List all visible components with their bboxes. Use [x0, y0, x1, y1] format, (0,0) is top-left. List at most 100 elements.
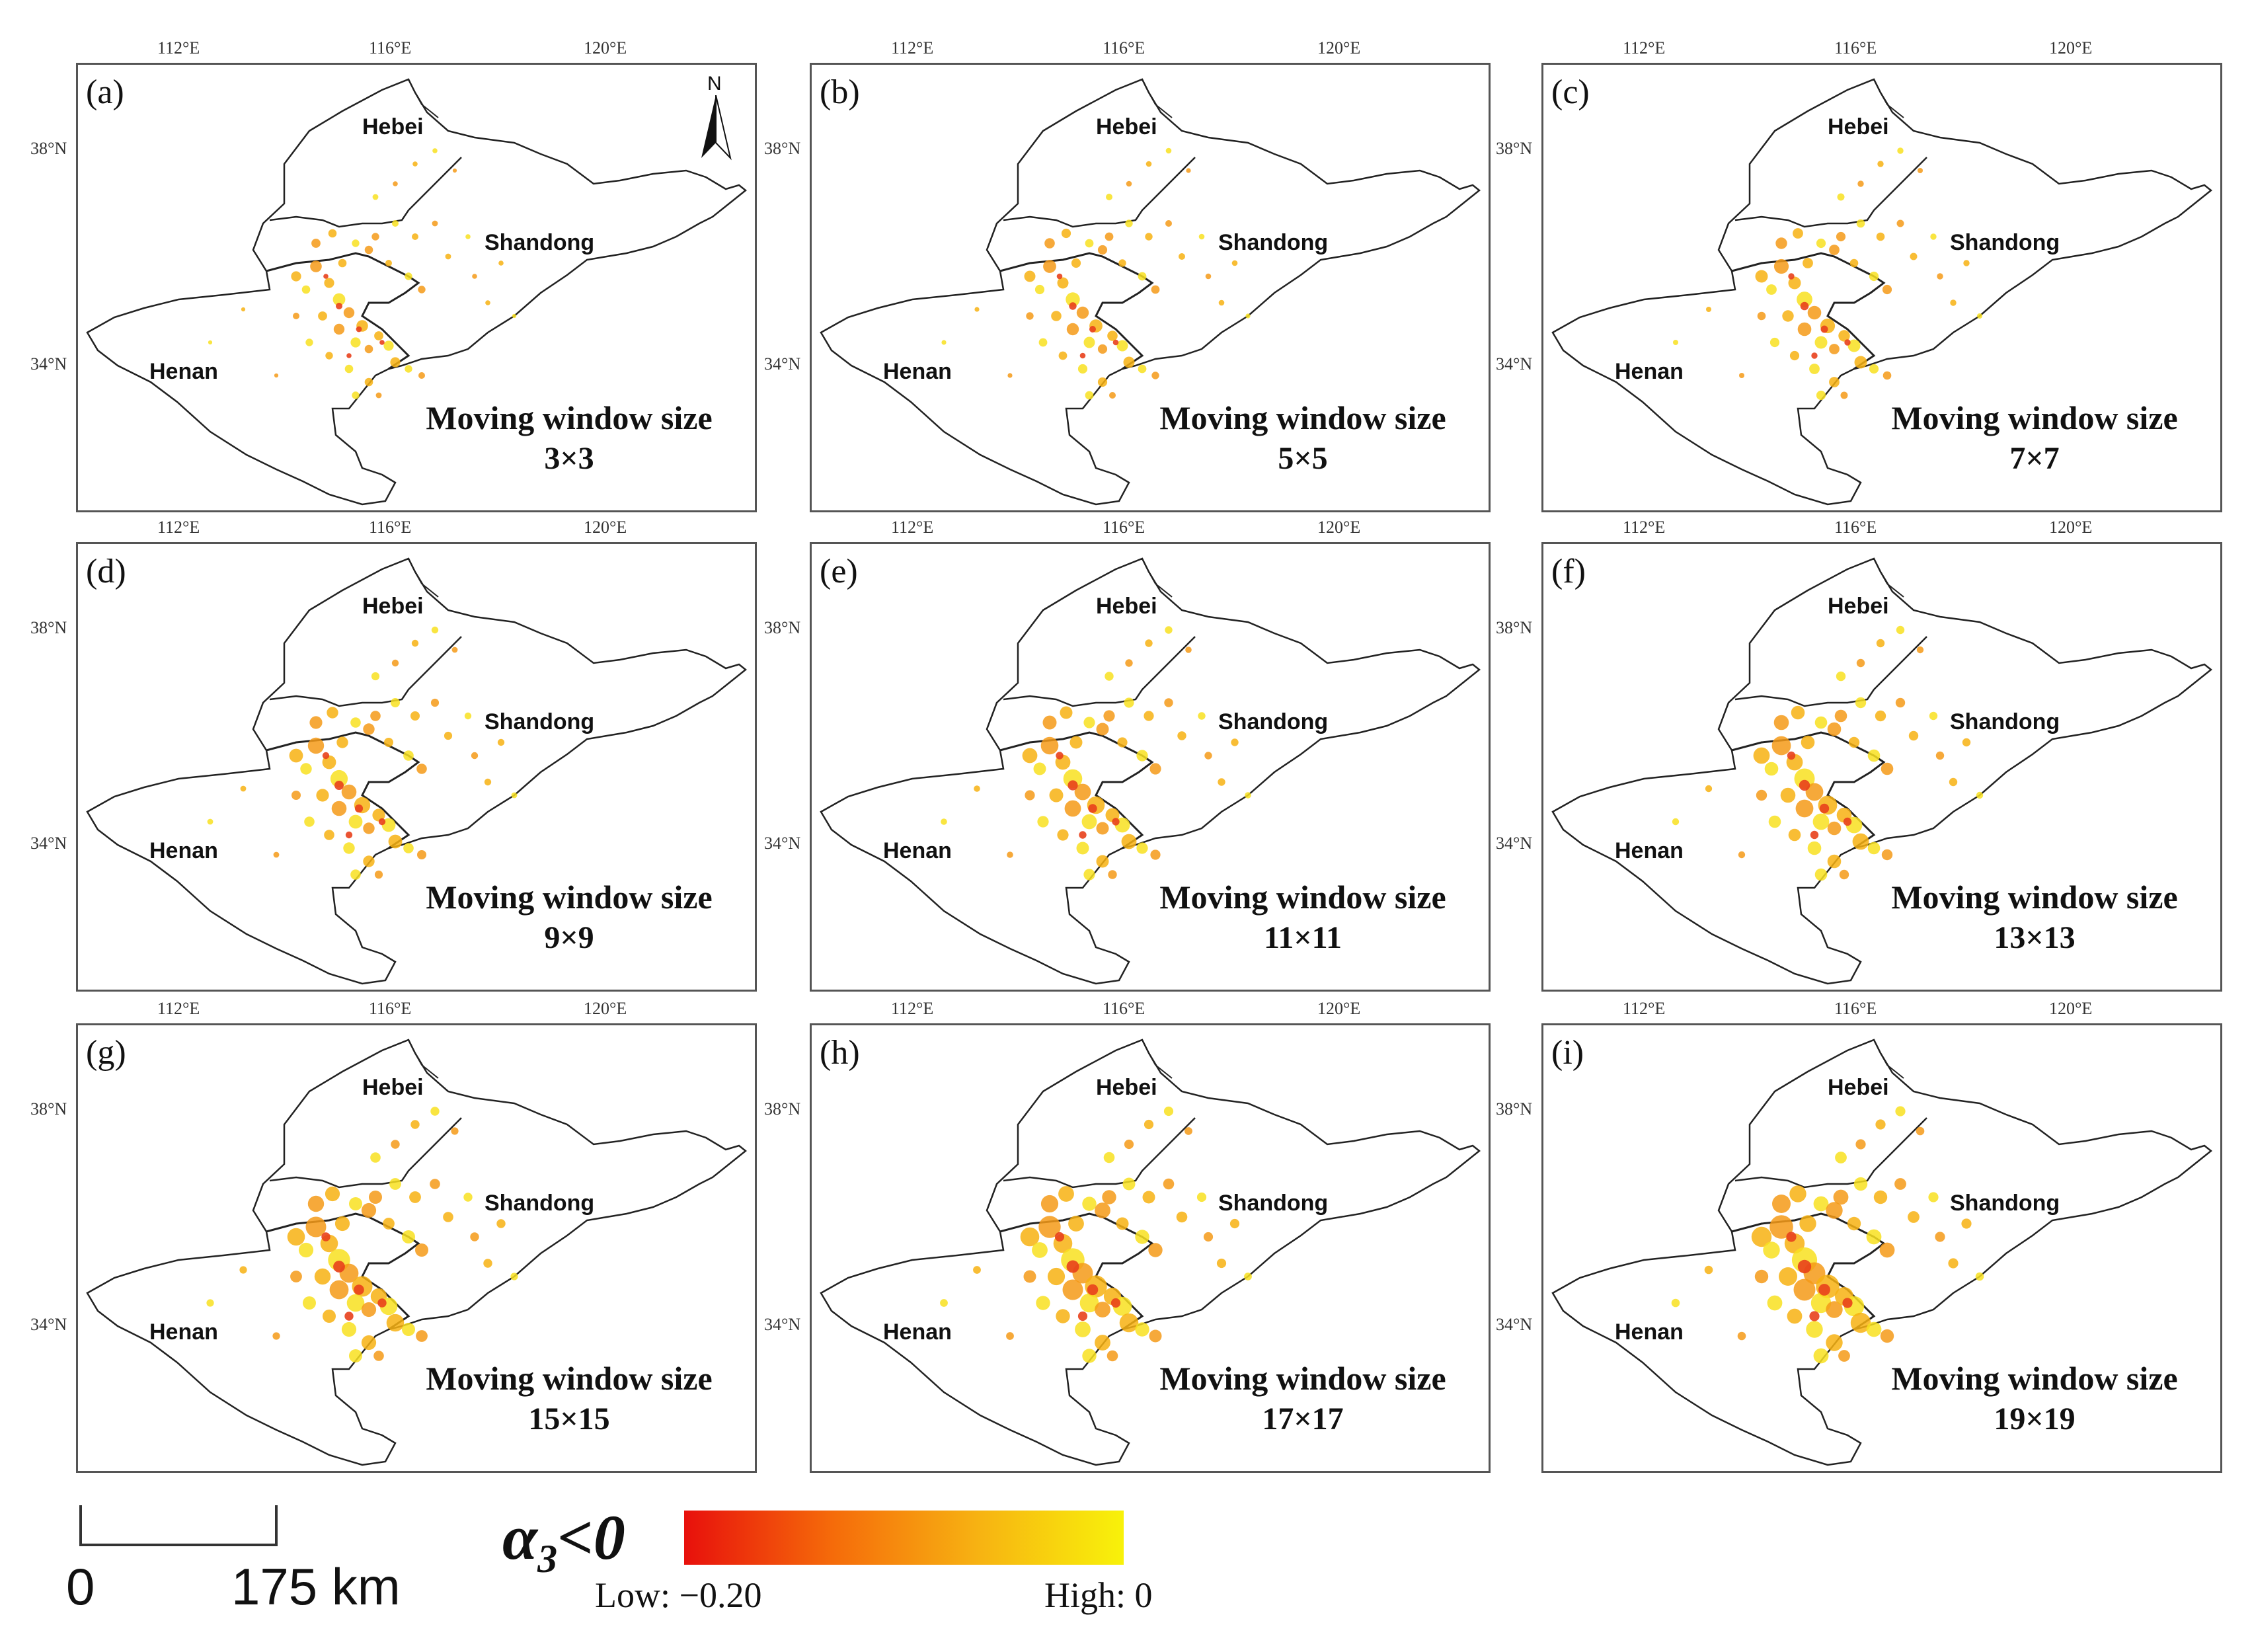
raster-spot — [496, 1219, 506, 1228]
lon-tick-120: 120°E — [584, 999, 627, 1018]
raster-spot — [1807, 305, 1822, 320]
raster-spot — [1218, 778, 1225, 786]
raster-spot — [1772, 1195, 1791, 1213]
raster-spot — [324, 278, 334, 288]
raster-spot — [1753, 747, 1770, 764]
window-size-value: 3×3 — [544, 441, 594, 476]
raster-spot — [1135, 1230, 1149, 1244]
study-area-map — [820, 1039, 1481, 1466]
raster-spot — [375, 392, 382, 399]
raster-spot — [1179, 253, 1185, 260]
raster-spot — [1097, 344, 1108, 354]
raster-spot — [334, 1216, 350, 1232]
raster-spot — [1852, 833, 1869, 850]
legend-high-label: High: 0 — [1044, 1575, 1153, 1615]
raster-spot — [1095, 1335, 1110, 1351]
study-area-map — [1551, 1039, 2213, 1466]
raster-spot — [328, 229, 337, 238]
raster-spot — [1705, 785, 1713, 793]
raster-spot — [1066, 292, 1080, 307]
panel-label: (d) — [86, 553, 126, 590]
province-boundary-hebei-north — [1142, 79, 1173, 118]
raster-spot — [298, 1242, 314, 1258]
raster-spot-low — [1066, 1260, 1079, 1273]
raster-spot — [1040, 736, 1059, 755]
map-panel-d: (d) Hebei Shandong Henan Moving window s… — [30, 518, 757, 992]
lat-tick-34: 34°N — [30, 354, 67, 374]
raster-spot — [1149, 1329, 1162, 1343]
raster-spot-low — [378, 818, 386, 826]
study-area-map — [1551, 78, 2213, 506]
province-label-hebei: Hebei — [1096, 1075, 1157, 1100]
raster-spot — [274, 373, 279, 378]
raster-spot — [1867, 749, 1881, 762]
raster-spot — [1829, 377, 1840, 387]
raster-spot — [1773, 715, 1789, 730]
raster-spot — [412, 233, 418, 240]
raster-spot — [325, 1186, 340, 1202]
raster-spot — [1867, 842, 1881, 855]
province-boundary-hebei-north — [1142, 1039, 1173, 1079]
raster-spot — [338, 258, 347, 268]
window-size-value: 5×5 — [1278, 441, 1328, 476]
raster-spot — [272, 1332, 280, 1340]
raster-spot — [485, 300, 490, 305]
raster-spot-low — [1068, 780, 1078, 791]
raster-spot — [293, 313, 299, 319]
raster-spot — [1116, 340, 1128, 352]
raster-spot — [430, 698, 440, 707]
raster-spot — [1231, 738, 1239, 746]
province-label-hebei: Hebei — [362, 594, 424, 619]
raster-spot — [386, 1314, 405, 1332]
province-boundary-hebei-north — [408, 558, 439, 598]
lon-tick-112: 112°E — [891, 999, 934, 1018]
raster-spot — [343, 307, 355, 319]
raster-spot — [465, 234, 471, 239]
raster-spot-low — [1788, 273, 1795, 280]
raster-spot — [383, 340, 394, 351]
raster-spot — [1789, 1185, 1806, 1202]
color-legend: α3<0 Low: −0.20 High: 0 — [502, 1501, 1203, 1639]
province-label-henan: Henan — [1615, 1319, 1684, 1345]
raster-spot-low — [377, 1298, 387, 1308]
raster-spot — [510, 1273, 518, 1280]
raster-spot — [1216, 1258, 1227, 1269]
map-panel-e: (e) Hebei Shandong Henan Moving window s… — [764, 518, 1491, 992]
raster-spot — [371, 233, 379, 241]
raster-spot — [329, 1280, 349, 1300]
raster-spot — [1769, 1215, 1793, 1239]
raster-spot — [1151, 285, 1160, 294]
legend-title-subscript: 3 — [537, 1537, 558, 1581]
raster-spot — [1144, 711, 1154, 721]
raster-spot — [1793, 228, 1803, 239]
raster-spot — [207, 818, 214, 825]
raster-spot — [1107, 1350, 1118, 1362]
raster-spot — [1789, 350, 1800, 361]
raster-spot — [310, 260, 322, 272]
raster-spot — [1126, 180, 1132, 187]
raster-spot — [1834, 709, 1847, 723]
raster-spot — [1085, 239, 1094, 248]
raster-spot — [1007, 373, 1013, 378]
raster-spot — [1136, 750, 1148, 762]
raster-spot — [370, 1152, 381, 1163]
province-label-henan: Henan — [883, 838, 952, 863]
raster-spot-low — [1799, 779, 1810, 791]
province-label-hebei: Hebei — [1828, 594, 1889, 619]
lat-tick-34: 34°N — [30, 1315, 67, 1334]
raster-spot — [352, 239, 360, 247]
raster-spot — [1096, 855, 1109, 868]
lat-tick-38: 38°N — [764, 618, 801, 637]
map-panel-f: (f) Hebei Shandong Henan Moving window s… — [1496, 518, 2222, 992]
raster-spot — [1163, 1178, 1175, 1190]
raster-spot — [1856, 219, 1865, 228]
raster-spot — [303, 1296, 316, 1310]
raster-spot — [1827, 854, 1842, 869]
raster-spot — [1875, 710, 1886, 722]
raster-spot-low — [379, 340, 385, 345]
raster-spot — [1769, 337, 1780, 348]
raster-spot — [410, 711, 420, 721]
raster-spot — [1105, 672, 1114, 681]
raster-spot — [1036, 1296, 1050, 1310]
raster-spot — [1826, 1301, 1843, 1318]
